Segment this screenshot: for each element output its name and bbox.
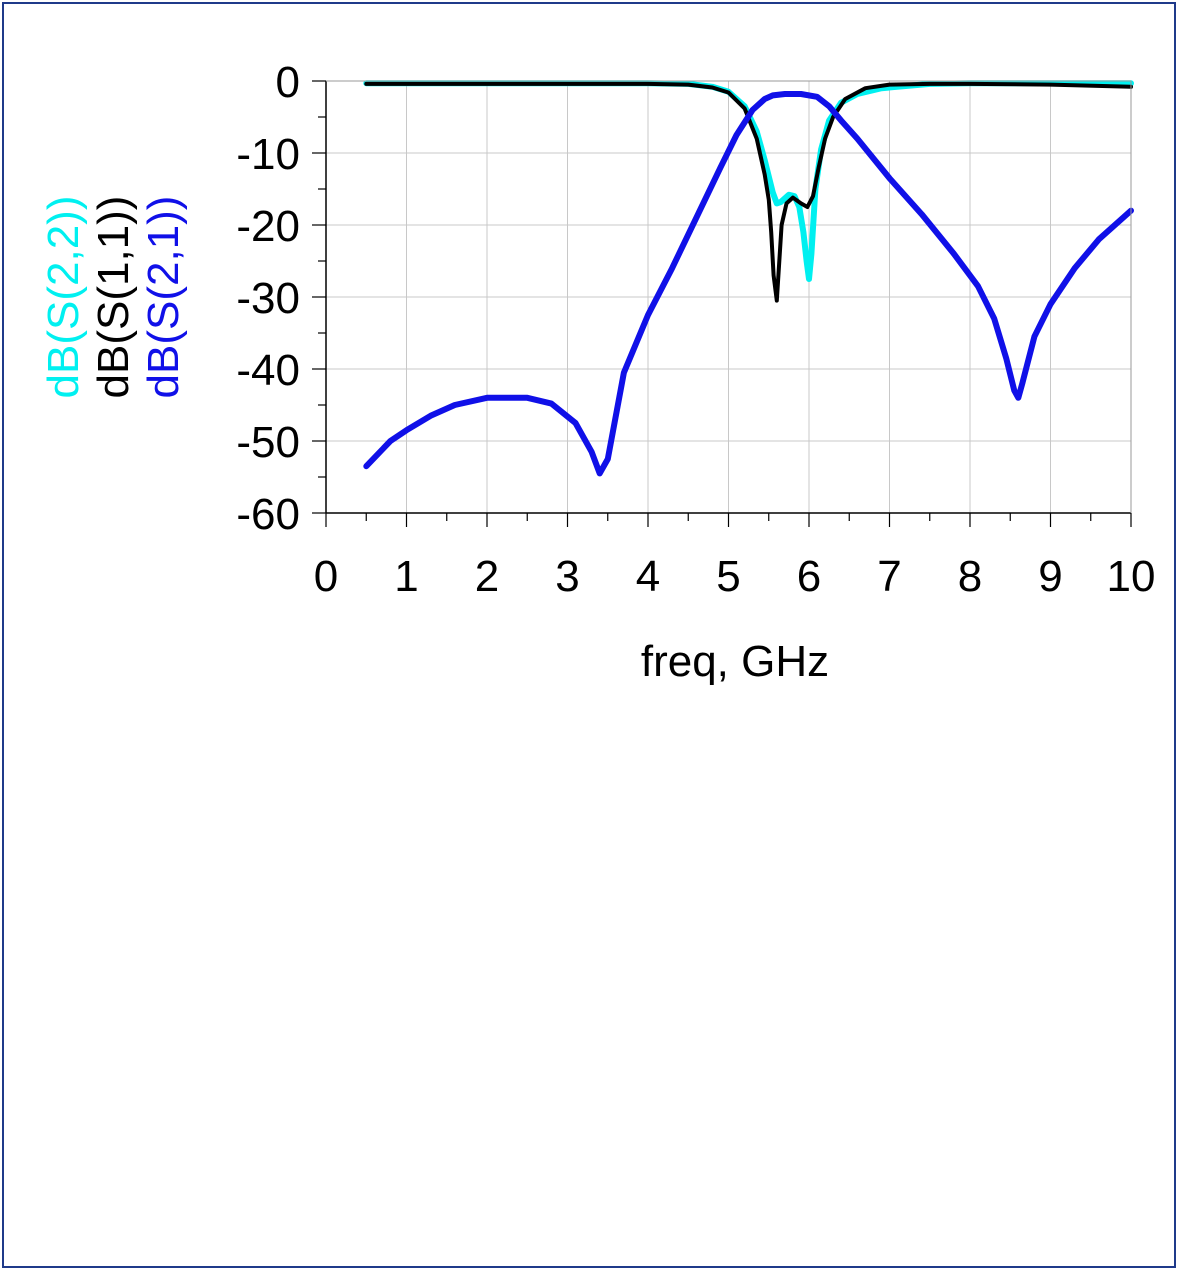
x-tick-label: 3 <box>555 552 579 601</box>
x-tick-label: 7 <box>877 552 901 601</box>
x-axis-title: freq, GHz <box>641 637 829 686</box>
x-tick-label: 5 <box>716 552 740 601</box>
y-tick-label: -50 <box>236 418 300 467</box>
series-line <box>364 81 1133 303</box>
x-tick-label: 8 <box>958 552 982 601</box>
legend-entry: dB(S(2,1)) <box>139 196 188 399</box>
legend: dB(S(2,2)) dB(S(1,1)) dB(S(2,1)) <box>39 196 188 399</box>
legend-entry: dB(S(2,2)) <box>39 196 88 399</box>
x-tick-label: 6 <box>797 552 821 601</box>
series-layer <box>363 80 1134 477</box>
label-layer: 0 1 2 3 4 5 6 7 8 9 10 0 -10 -20 -30 -40 -50 -60 <box>236 58 1155 601</box>
x-tick-label: 10 <box>1107 552 1156 601</box>
y-tick-label: -10 <box>236 130 300 179</box>
x-tick-label: 4 <box>636 552 660 601</box>
y-tick-label: -30 <box>236 274 300 323</box>
y-tick-label: -20 <box>236 202 300 251</box>
x-tick-label: 1 <box>394 552 418 601</box>
series-line <box>363 91 1134 477</box>
x-tick-label: 9 <box>1038 552 1062 601</box>
y-tick-label: -60 <box>236 490 300 539</box>
axis-layer <box>312 80 1132 527</box>
x-tick-label: 2 <box>475 552 499 601</box>
x-tick-label: 0 <box>314 552 338 601</box>
legend-entry: dB(S(1,1)) <box>89 196 138 399</box>
y-tick-label: 0 <box>276 58 300 107</box>
y-tick-label: -40 <box>236 346 300 395</box>
